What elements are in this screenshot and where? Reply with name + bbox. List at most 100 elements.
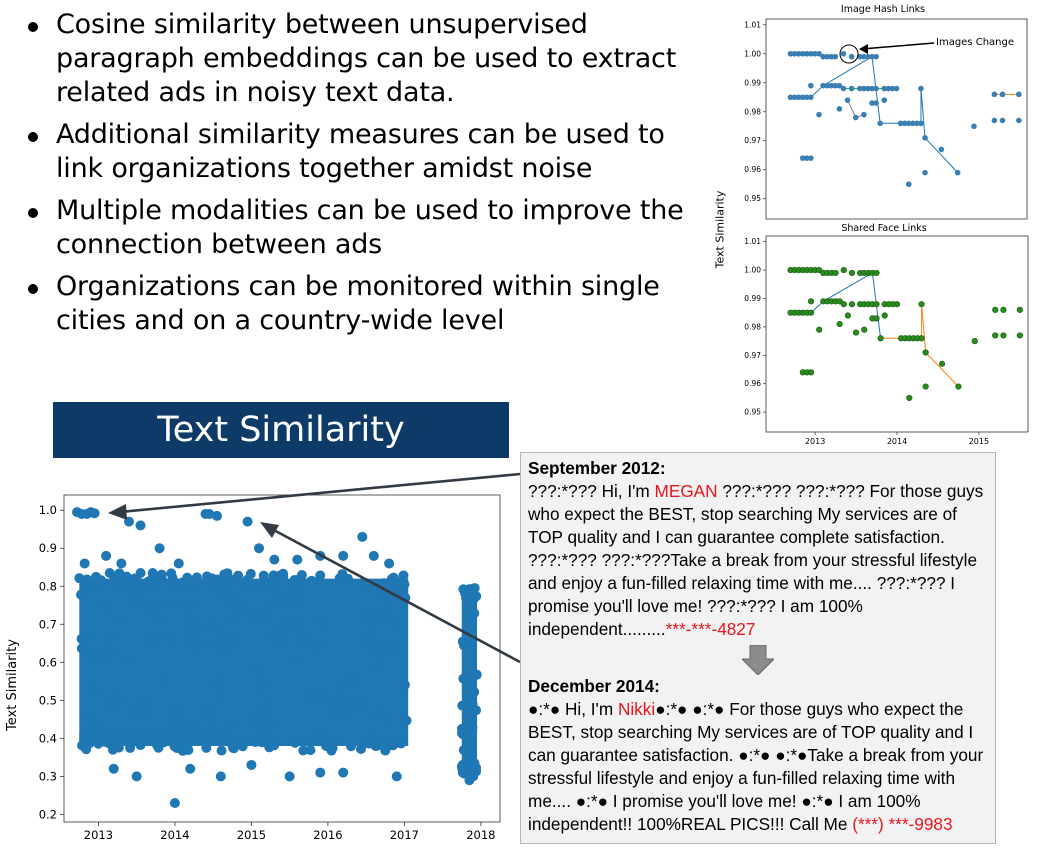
data-points — [72, 507, 479, 808]
scatter-point — [391, 771, 402, 782]
scatter-point — [228, 594, 239, 605]
scatter-point — [313, 736, 324, 747]
scatter-point — [799, 50, 806, 57]
text-similarity-scatter-chart: 0.2 0.3 0.4 0.5 0.6 0.7 0.8 0.9 1.0 2013 2014 2015… — [5, 494, 501, 842]
scatter-point — [174, 721, 185, 732]
ad-body: ???:*??? ???:*??? For those guys who exp… — [528, 481, 984, 639]
scatter-point — [991, 91, 998, 98]
chart-title: Shared Face Links — [841, 223, 926, 234]
scatter-point — [274, 570, 285, 581]
scatter-point — [96, 575, 107, 586]
scatter-point — [816, 326, 823, 333]
scatter-point — [457, 700, 468, 711]
y-tick-label: 0.5 — [39, 693, 57, 707]
scatter-point — [211, 574, 222, 585]
scatter-point — [372, 707, 383, 718]
scatter-point — [396, 576, 407, 587]
scatter-point — [869, 53, 875, 60]
scatter-point — [210, 637, 221, 648]
annotation-label: Images Change — [936, 37, 1014, 48]
scatter-point — [290, 737, 301, 748]
scatter-point — [228, 743, 239, 754]
scatter-point — [209, 621, 220, 632]
bullet-item: Additional similarity measures can be us… — [22, 118, 712, 186]
scatter-point — [365, 643, 376, 654]
ad-body: ●:*● ●:*● For those guys who expect the … — [528, 699, 984, 834]
scatter-point — [154, 543, 165, 554]
scatter-point — [803, 94, 810, 101]
september-connector-arrow — [119, 472, 521, 514]
scatter-point — [824, 53, 830, 60]
scatter-point — [187, 615, 198, 626]
scatter-point — [108, 576, 119, 587]
scatter-point — [274, 637, 285, 648]
scatter-point — [291, 655, 302, 666]
scatter-point — [865, 85, 871, 92]
scatter-point — [881, 85, 888, 92]
scatter-point — [107, 744, 118, 755]
y-tick-label: 0.2 — [39, 807, 57, 821]
scatter-point — [102, 600, 113, 611]
y-tick-label: 0.99 — [744, 78, 761, 87]
scatter-point — [820, 82, 826, 89]
scatter-point — [363, 738, 374, 749]
scatter-point — [828, 82, 835, 89]
scatter-point — [261, 726, 272, 737]
scatter-point — [885, 85, 892, 92]
scatter-point — [338, 550, 349, 561]
scatter-point — [368, 550, 379, 561]
y-tick-label: 0.98 — [744, 322, 761, 331]
scatter-point — [1000, 306, 1007, 313]
scatter-point — [1016, 91, 1022, 98]
scatter-point — [378, 641, 389, 652]
scatter-point — [269, 580, 280, 591]
scatter-point — [816, 50, 822, 57]
ad-phone: (***) ***-9983 — [852, 814, 953, 834]
scatter-point — [922, 135, 928, 141]
scatter-point — [213, 677, 224, 688]
scatter-point — [250, 714, 261, 725]
scatter-point — [169, 797, 180, 808]
scatter-point — [914, 120, 920, 127]
scatter-point — [338, 767, 349, 778]
scatter-point — [787, 50, 794, 57]
scatter-point — [464, 714, 475, 725]
december-arrowhead-icon — [260, 522, 279, 538]
band-region — [79, 733, 229, 744]
scatter-point — [151, 614, 162, 625]
scatter-point — [954, 169, 961, 176]
september-heading: September 2012: — [528, 458, 666, 478]
scatter-point — [901, 120, 908, 127]
scatter-point — [991, 117, 998, 124]
scatter-point — [369, 617, 380, 628]
scatter-point — [832, 269, 839, 277]
x-tick-label: 2013 — [84, 828, 113, 842]
scatter-point — [457, 763, 468, 774]
scatter-point — [132, 576, 143, 587]
scatter-point — [89, 508, 100, 519]
scatter-point — [357, 531, 368, 542]
y-tick-label: 0.95 — [744, 408, 761, 417]
y-tick-label: 0.4 — [39, 731, 57, 745]
scatter-point — [211, 510, 222, 521]
scatter-point — [189, 622, 200, 633]
scatter-point — [905, 120, 912, 127]
scatter-point — [457, 636, 468, 647]
y-tick-label: 0.95 — [744, 194, 761, 203]
y-tick-label: 1.0 — [39, 503, 57, 517]
y-tick-label: 0.96 — [744, 379, 761, 388]
scatter-point — [836, 320, 843, 328]
scatter-point — [467, 722, 478, 733]
scatter-point — [877, 335, 884, 342]
scatter-point — [242, 516, 253, 527]
scatter-point — [81, 574, 92, 585]
scatter-point — [185, 763, 196, 774]
scatter-point — [832, 82, 839, 89]
scatter-point — [832, 53, 839, 60]
scatter-point — [906, 394, 913, 402]
ad-name: Nikki — [617, 699, 656, 719]
bullet-dot-icon — [28, 132, 38, 142]
scatter-point — [848, 269, 856, 277]
scatter-point — [131, 771, 142, 782]
